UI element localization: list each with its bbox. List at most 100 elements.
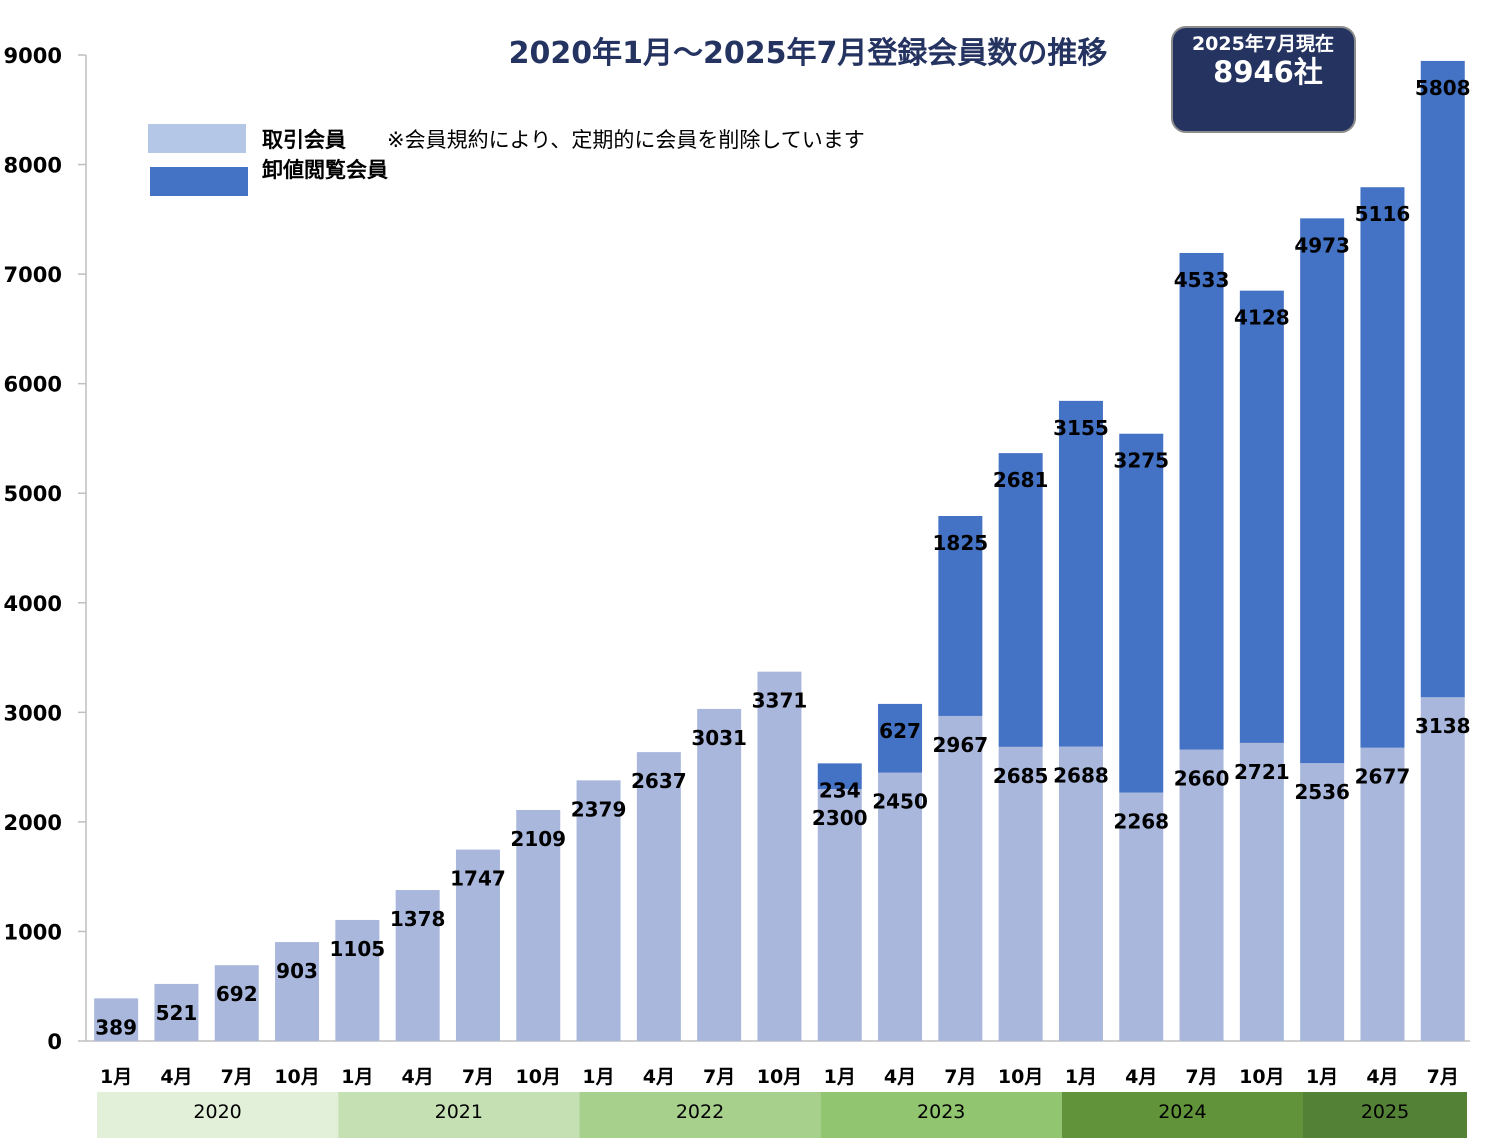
x-tick-label: 10月 [1239,1066,1284,1088]
data-label-wholesale: 5116 [1355,202,1411,226]
x-tick-label: 1月 [341,1066,373,1088]
x-tick-label: 1月 [582,1066,614,1088]
x-tick-label: 4月 [1366,1066,1398,1088]
legend-swatch-trade [148,124,246,153]
data-label-wholesale: 4533 [1174,268,1230,292]
bar-trade-member [878,772,923,1041]
bar-trade-member [697,708,742,1041]
x-tick-label: 4月 [643,1066,675,1088]
bar-wholesale-member [1058,400,1103,747]
bar-wholesale-member [878,703,923,773]
y-tick-label: 5000 [4,482,62,506]
year-label: 2024 [1158,1101,1206,1123]
bar-trade-member [94,998,139,1041]
bar-trade-member [576,780,621,1041]
bar-trade-member [275,942,320,1041]
data-label-trade: 2688 [1053,764,1109,788]
bar-wholesale-member [1360,187,1405,748]
data-label-wholesale: 627 [879,719,921,743]
bar-trade-member [154,983,199,1041]
bar-trade-member [1420,697,1465,1041]
y-tick-label: 6000 [4,373,62,397]
data-label-trade: 2268 [1113,810,1169,834]
data-label-trade: 1747 [450,867,506,891]
data-label-trade: 692 [216,982,258,1006]
y-tick-label: 3000 [4,701,62,725]
year-band-cell [820,1092,1062,1138]
data-label-trade: 903 [276,959,318,983]
bar-wholesale-member [1119,433,1164,793]
x-tick-label: 7月 [1185,1066,1217,1088]
data-label-trade: 2721 [1234,760,1290,784]
data-label-wholesale: 3275 [1113,449,1169,473]
bar-wholesale-member [1300,218,1345,764]
bar-trade-member [817,789,862,1041]
bar-trade-member [1119,792,1164,1041]
bar-trade-member [938,715,983,1041]
x-tick-label: 7月 [221,1066,253,1088]
x-tick-label: 10月 [757,1066,802,1088]
bars [94,60,1465,1041]
bar-trade-member [214,965,259,1041]
x-tick-label: 10月 [998,1066,1043,1088]
x-tick-label: 1月 [1065,1066,1097,1088]
x-tick-label: 1月 [824,1066,856,1088]
y-ticks: 0 1000 2000 3000 4000 5000 6000 7000 8000 9000 [4,44,86,1054]
bar-trade-member [335,919,380,1041]
y-tick-label: 1000 [4,920,62,944]
y-tick-label: 2000 [4,811,62,835]
data-label-trade: 2109 [510,827,566,851]
data-label-trade: 521 [156,1001,198,1025]
y-tick-label: 4000 [4,592,62,616]
year-label: 2021 [435,1101,483,1123]
bar-wholesale-member [1420,60,1465,698]
data-labels: 389 521 692 903 1105137817472109237926373031… [95,76,1470,1039]
data-label-trade: 2685 [993,764,1049,788]
summary-box-label: 2025年7月現在 [1192,32,1334,55]
x-tick-label: 4月 [884,1066,916,1088]
legend: 取引会員 ※会員規約により、定期的に会員を削除しています 卸値閲覧会員 [148,124,865,196]
data-label-trade: 2677 [1355,765,1411,789]
y-tick-label: 8000 [4,154,62,178]
data-label-trade: 2967 [933,733,989,757]
year-band-cell [338,1092,580,1138]
x-tick-label: 10月 [274,1066,319,1088]
bar-wholesale-member [998,453,1043,747]
bar-trade-member [516,809,561,1041]
data-label-trade: 1105 [330,937,386,961]
x-tick-label: 7月 [703,1066,735,1088]
year-band-cell [579,1092,821,1138]
legend-swatch-wholesale [150,167,248,196]
data-label-trade: 2660 [1174,767,1230,791]
year-band: 2020 2021 2022 2023 2024 2025 [97,1092,1467,1138]
data-label-trade: 3371 [752,689,808,713]
x-tick-label: 4月 [1125,1066,1157,1088]
x-tick-label: 7月 [944,1066,976,1088]
legend-label-trade: 取引会員 [262,128,346,152]
data-label-trade: 2536 [1294,780,1350,804]
x-tick-label: 7月 [1427,1066,1459,1088]
data-label-trade: 3031 [691,726,747,750]
bar-wholesale-member [1179,252,1224,750]
x-tick-label: 1月 [100,1066,132,1088]
x-ticks: 1月 4月 7月 10月 1月 4月 7月 10月 1月 4月 7月 10月 1月 4月 7月 10月 1月 4月… [100,1066,1459,1088]
year-label: 2020 [193,1101,241,1123]
year-label: 2025 [1361,1101,1409,1123]
x-tick-label: 7月 [462,1066,494,1088]
data-label-trade: 2300 [812,806,868,830]
y-tick-label: 0 [47,1030,62,1054]
data-label-wholesale: 234 [819,778,861,802]
data-label-wholesale: 4973 [1294,233,1350,257]
year-label: 2023 [917,1101,965,1123]
bar-trade-member [395,890,440,1041]
data-label-wholesale: 4128 [1234,306,1290,330]
data-label-trade: 1378 [390,907,446,931]
bar-trade-member [1300,763,1345,1041]
year-band-cell [1061,1092,1303,1138]
data-label-trade: 2450 [872,790,928,814]
bar-wholesale-member [1239,290,1284,743]
x-tick-label: 4月 [160,1066,192,1088]
bar-trade-member [757,671,802,1041]
data-label-wholesale: 2681 [993,468,1049,492]
legend-note: ※会員規約により、定期的に会員を削除しています [387,128,865,152]
